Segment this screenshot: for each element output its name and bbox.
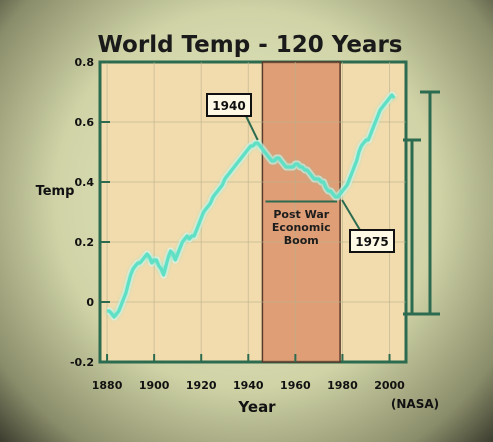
y-tick-label: 0 (86, 296, 94, 309)
range-brackets (403, 90, 440, 316)
source-label: (NASA) (391, 397, 439, 411)
x-tick-label: 1960 (280, 379, 311, 392)
callout-1940-pointer (245, 115, 259, 141)
x-axis-label: Year (237, 398, 276, 416)
x-tick-label: 1980 (327, 379, 358, 392)
gridlines (100, 62, 406, 362)
callout-1940: 1940 (206, 93, 259, 141)
callout-1975-pointer (341, 199, 361, 231)
y-tick-label: 0.8 (75, 56, 95, 69)
y-tick-label: 0.2 (75, 236, 95, 249)
x-tick-label: 1920 (186, 379, 217, 392)
y-tick-label: 0.4 (75, 176, 95, 189)
callout-1975-box (349, 229, 395, 253)
region-label-line-2: Economic (272, 221, 331, 234)
region-label-line-3: Boom (284, 234, 319, 247)
plot-area (98, 60, 408, 364)
x-tick-label: 2000 (374, 379, 405, 392)
x-tick-label: 1940 (233, 379, 264, 392)
y-axis-ticks: -0.2 0 0.2 0.4 0.6 0.8 (70, 56, 110, 369)
y-axis-label: Temp (36, 184, 75, 199)
y-tick-label: -0.2 (70, 356, 94, 369)
callout-1940-label: 1940 (212, 99, 245, 113)
x-tick-label: 1880 (92, 379, 123, 392)
callout-1975-label: 1975 (355, 235, 388, 249)
chart-title: World Temp - 120 Years (98, 32, 403, 58)
callout-1940-box (206, 93, 252, 117)
region-annotation: Post War Economic Boom (265, 200, 338, 247)
x-tick-label: 1900 (139, 379, 170, 392)
x-axis-ticks: 1880 1900 1920 1940 1960 1980 2000 (92, 354, 405, 392)
highlight-region (261, 61, 341, 363)
callout-1975: 1975 (341, 199, 395, 253)
y-tick-label: 0.6 (75, 116, 95, 129)
series-line (107, 93, 396, 319)
region-label-line-1: Post War (273, 208, 329, 221)
